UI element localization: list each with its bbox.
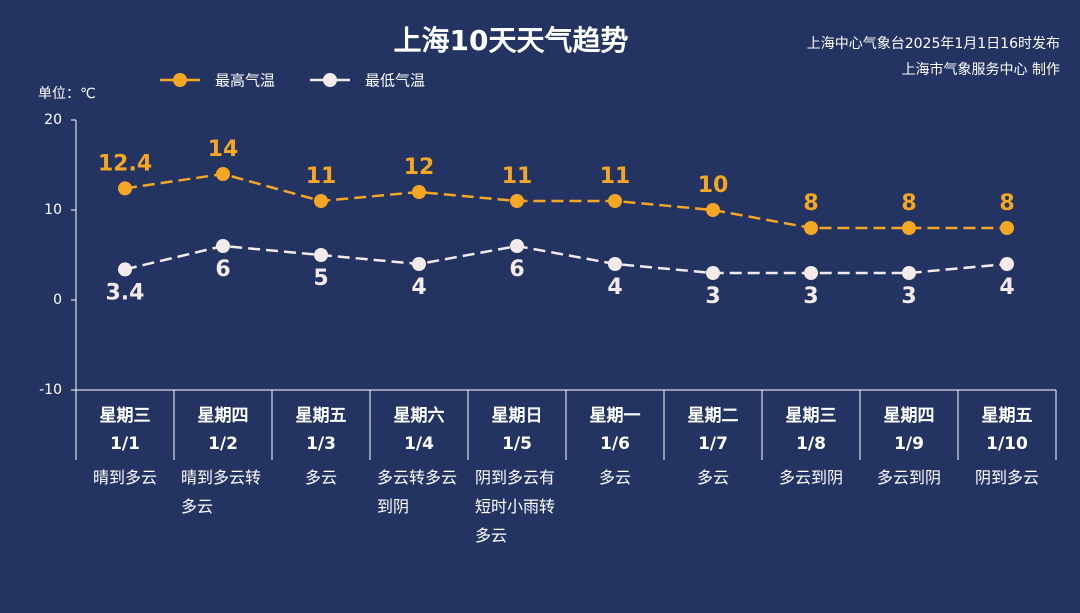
y-tick-label: -10 <box>39 382 62 398</box>
value-label: 8 <box>803 191 818 216</box>
value-label: 12.4 <box>98 151 152 176</box>
value-label: 3 <box>901 284 916 309</box>
value-label: 8 <box>901 191 916 216</box>
weather-text: 晴到多云 <box>92 468 157 487</box>
weather-text: 多云 <box>598 468 631 487</box>
x-weekday-label: 星期日 <box>492 406 543 426</box>
point <box>902 221 916 235</box>
weather-text: 晴到多云转多云 <box>181 468 262 516</box>
x-tick-label: 1/8 <box>796 434 826 454</box>
x-tick-label: 1/3 <box>306 434 336 454</box>
value-label: 4 <box>411 275 426 300</box>
point <box>412 185 426 199</box>
weather-text: 阴到多云 <box>974 468 1039 487</box>
x-weekday-label: 星期五 <box>982 406 1033 426</box>
source: 上海市气象服务中心 制作 <box>902 61 1060 78</box>
x-tick-label: 1/4 <box>404 434 434 454</box>
chart-title: 上海10天天气趋势 <box>394 24 629 57</box>
point <box>412 257 426 271</box>
value-label: 6 <box>215 257 230 282</box>
x-weekday-label: 星期三 <box>786 406 837 426</box>
x-tick-label: 1/5 <box>502 434 532 454</box>
weather-label: 晴到多云转多云 <box>174 463 272 521</box>
value-label: 11 <box>306 164 337 189</box>
point <box>608 194 622 208</box>
series-line <box>124 244 1008 275</box>
point <box>608 257 622 271</box>
point <box>118 262 132 277</box>
x-tick-label: 1/2 <box>208 434 238 454</box>
legend-marker <box>173 73 187 87</box>
weather-text: 多云到阴 <box>778 468 843 487</box>
y-tick-label: 20 <box>44 112 62 128</box>
unit-label: 单位：℃ <box>38 86 96 102</box>
value-label: 6 <box>509 257 524 282</box>
value-label: 11 <box>600 164 631 189</box>
value-label: 3 <box>803 284 818 309</box>
weather-text: 多云转多云到阴 <box>377 468 458 516</box>
x-weekday-label: 星期六 <box>394 405 445 426</box>
weather-text: 阴到多云有短时小雨转多云 <box>475 468 556 545</box>
x-weekday-label: 星期四 <box>198 406 249 426</box>
weather-label: 阴到多云 <box>958 463 1056 492</box>
legend-label: 最低气温 <box>365 72 425 90</box>
value-label: 5 <box>313 266 328 291</box>
y-tick-label: 0 <box>53 292 62 308</box>
weather-label: 阴到多云有短时小雨转多云 <box>468 463 566 550</box>
value-label: 4 <box>607 275 622 300</box>
weather-text: 多云到阴 <box>876 468 941 487</box>
weather-label: 多云到阴 <box>762 463 860 492</box>
x-tick-label: 1/10 <box>986 434 1028 454</box>
weather-text: 多云 <box>304 468 337 487</box>
weather-label: 多云 <box>566 463 664 492</box>
weather-label: 多云到阴 <box>860 463 958 492</box>
point <box>216 167 230 181</box>
legend-label: 最高气温 <box>215 72 275 90</box>
value-label: 12 <box>404 155 435 180</box>
point <box>510 239 524 253</box>
value-label: 11 <box>502 164 533 189</box>
y-tick-label: 10 <box>44 202 62 218</box>
point <box>510 194 524 208</box>
point <box>804 221 818 235</box>
value-label: 4 <box>999 275 1014 300</box>
series-line <box>124 172 1007 230</box>
point <box>314 194 328 208</box>
weather-text: 多云 <box>696 468 729 487</box>
point <box>902 266 916 280</box>
point <box>216 239 230 253</box>
x-tick-label: 1/9 <box>894 434 924 454</box>
point <box>706 266 720 280</box>
x-tick-label: 1/7 <box>698 434 728 454</box>
x-tick-label: 1/1 <box>110 434 140 454</box>
weather-label: 多云 <box>272 463 370 492</box>
point <box>1000 257 1014 271</box>
legend-marker <box>323 73 337 87</box>
weather-label: 晴到多云 <box>76 463 174 492</box>
value-label: 8 <box>999 191 1014 216</box>
x-weekday-label: 星期二 <box>688 406 739 426</box>
value-label: 10 <box>698 173 729 198</box>
source: 上海中心气象台2025年1月1日16时发布 <box>807 36 1060 52</box>
x-weekday-label: 星期四 <box>884 406 935 426</box>
point <box>118 181 132 196</box>
x-weekday-label: 星期三 <box>100 406 151 426</box>
x-weekday-label: 星期五 <box>296 406 347 426</box>
point <box>804 266 818 280</box>
weather-label: 多云 <box>664 463 762 492</box>
value-label: 3 <box>705 284 720 309</box>
value-label: 3.4 <box>106 280 145 305</box>
x-weekday-label: 星期一 <box>590 406 641 426</box>
point <box>314 248 328 262</box>
value-label: 14 <box>208 137 239 162</box>
x-tick-label: 1/6 <box>600 434 630 454</box>
point <box>706 203 720 217</box>
weather-label: 多云转多云到阴 <box>370 463 468 521</box>
point <box>1000 221 1014 235</box>
